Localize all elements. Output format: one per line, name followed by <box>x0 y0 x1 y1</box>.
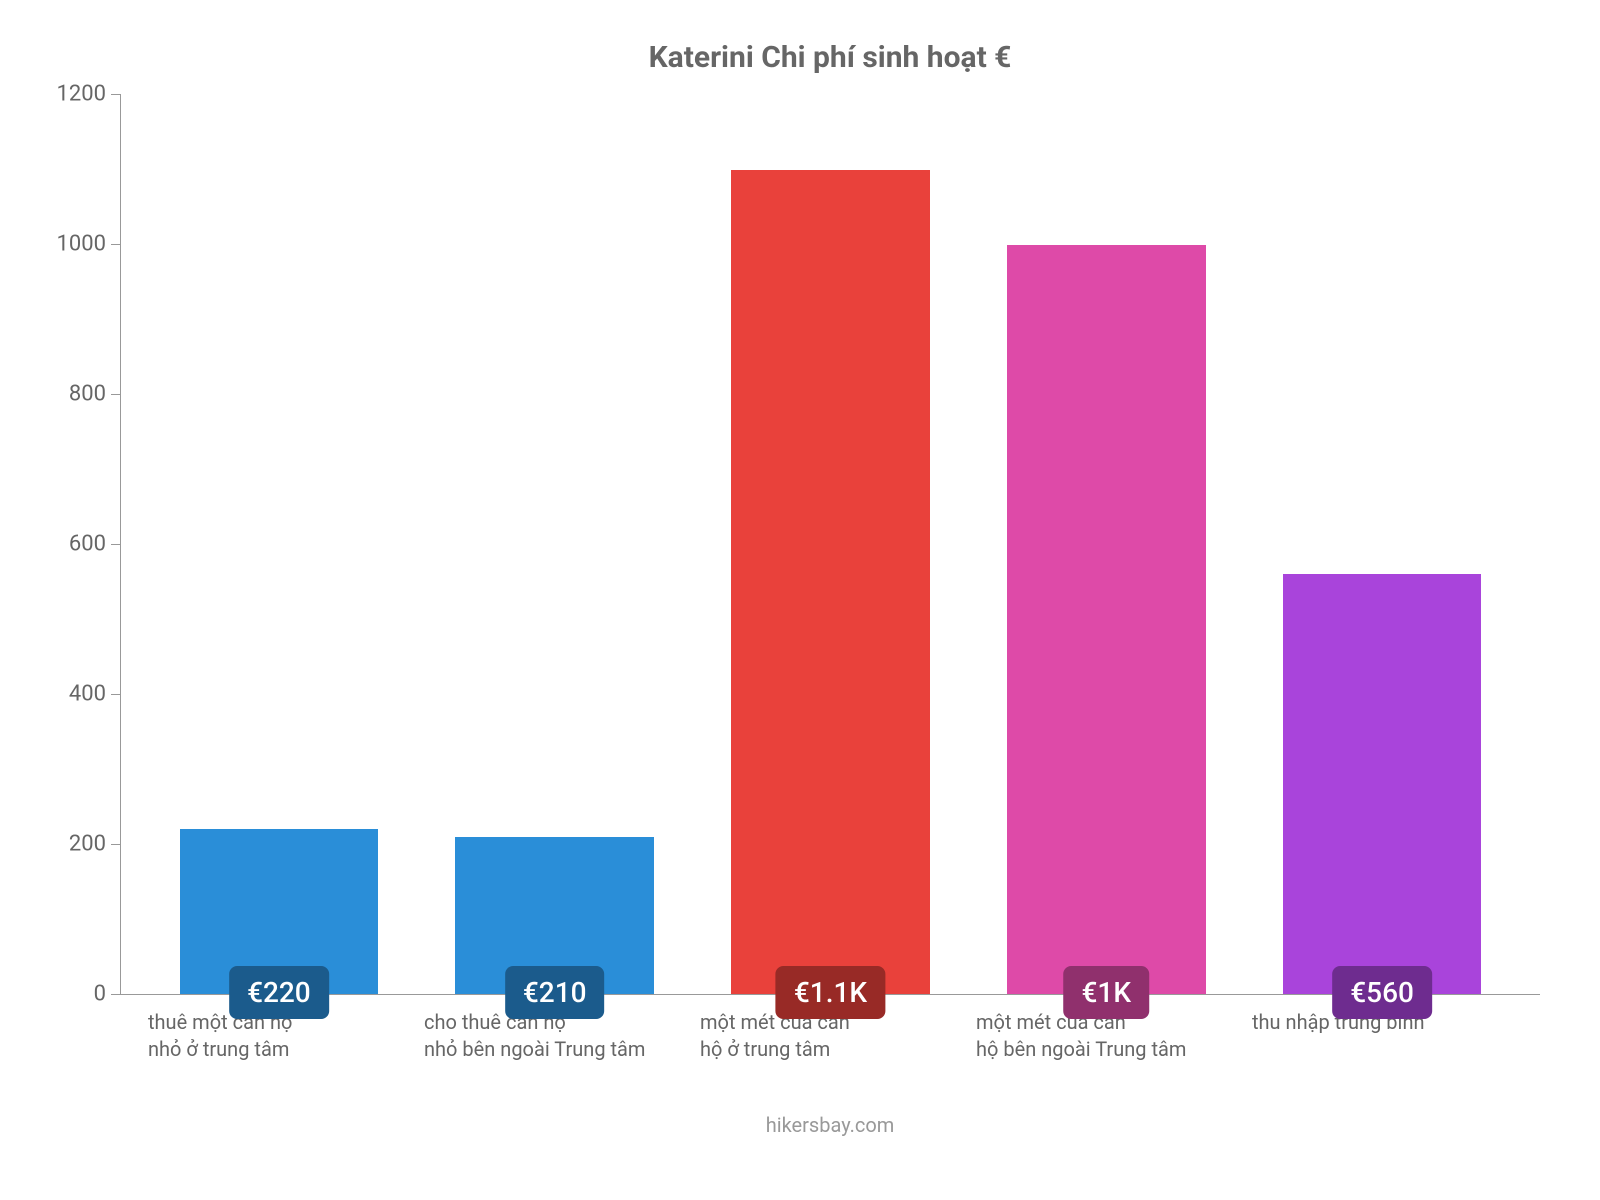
bar-value-label: €1.1K <box>776 966 885 1019</box>
bar: €220 <box>180 829 379 994</box>
bar: €560 <box>1283 574 1482 994</box>
chart-container: Katerini Chi phí sinh hoạt € €220 €210 €1.… <box>0 0 1600 1200</box>
bar-slot: €560 <box>1244 95 1520 994</box>
y-tick <box>111 394 121 395</box>
bar-slot: €210 <box>417 95 693 994</box>
bar-value-label: €220 <box>229 966 329 1019</box>
footer-credit: hikersbay.com <box>120 1113 1540 1137</box>
bar-value-label: €1K <box>1064 966 1150 1019</box>
bar: €1K <box>1007 245 1206 994</box>
x-axis-label-line: hộ ở trung tâm <box>700 1036 960 1063</box>
x-axis-label-line: nhỏ bên ngoài Trung tâm <box>424 1036 684 1063</box>
bar-value-label: €210 <box>505 966 605 1019</box>
bar: €1.1K <box>731 170 930 994</box>
bar-value-label: €560 <box>1332 966 1432 1019</box>
y-tick <box>111 844 121 845</box>
bar-slot: €1.1K <box>693 95 969 994</box>
y-tick-label: 400 <box>69 682 106 707</box>
chart-title: Katerini Chi phí sinh hoạt € <box>120 40 1540 75</box>
x-axis-label-line: nhỏ ở trung tâm <box>148 1036 408 1063</box>
y-tick-label: 200 <box>69 832 106 857</box>
y-tick-label: 1200 <box>57 82 106 107</box>
y-tick-label: 1000 <box>57 232 106 257</box>
bar-slot: €220 <box>141 95 417 994</box>
x-axis-label-line: hộ bên ngoài Trung tâm <box>976 1036 1236 1063</box>
y-tick <box>111 244 121 245</box>
y-tick <box>111 544 121 545</box>
bars-row: €220 €210 €1.1K €1K €560 <box>121 95 1540 994</box>
plot-area: €220€210€1.1K€1K€560 0200400600800100012… <box>120 95 1540 995</box>
y-tick-label: 0 <box>94 982 106 1007</box>
y-tick <box>111 994 121 995</box>
bar: €210 <box>455 837 654 994</box>
y-tick-label: 800 <box>69 382 106 407</box>
y-tick-label: 600 <box>69 532 106 557</box>
y-tick <box>111 694 121 695</box>
y-tick <box>111 94 121 95</box>
bar-slot: €1K <box>968 95 1244 994</box>
